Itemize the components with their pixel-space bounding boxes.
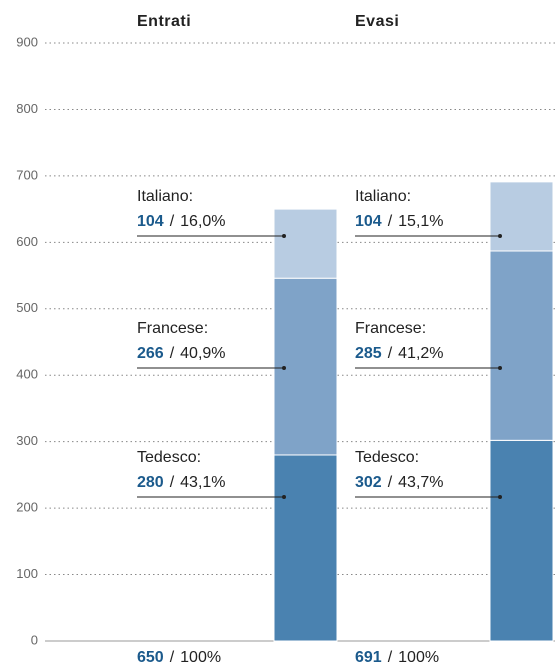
segment-value: 266 [137,345,164,362]
separator: / [170,345,175,362]
separator: / [170,213,175,230]
y-tick-label: 900 [16,34,38,49]
segment-label: 302 / 43,7% [355,474,444,491]
segment-share: 43,7% [398,474,443,491]
segment-name: Italiano: [137,188,193,205]
bar-segment [489,250,554,441]
segment-share: 16,0% [180,213,225,230]
total-share: 100% [398,649,439,666]
total-value: 691 [355,649,382,666]
segment-share: 43,1% [180,474,225,491]
segment-value: 302 [355,474,382,491]
y-tick-label: 300 [16,433,38,448]
segment-label: 280 / 43,1% [137,474,226,491]
segment-name: Francese: [137,320,208,337]
y-tick-label: 400 [16,367,38,382]
segment-name: Italiano: [355,188,411,205]
y-tick-label: 100 [16,566,38,581]
segment-name: Francese: [355,320,426,337]
total-value: 650 [137,649,164,666]
segment-share: 41,2% [398,345,443,362]
separator: / [388,649,393,666]
leader-dot [282,495,286,499]
segment-label: 104 / 15,1% [355,213,444,230]
separator: / [388,345,393,362]
segment-value: 285 [355,345,382,362]
segment-name: Tedesco: [355,449,419,466]
y-tick-label: 600 [16,234,38,249]
bar-segment [273,208,338,279]
y-tick-label: 800 [16,101,38,116]
segment-share: 15,1% [398,213,443,230]
segment-value: 104 [137,213,164,230]
bar-segment [489,181,554,252]
segment-label: 104 / 16,0% [137,213,226,230]
leader-dot [282,366,286,370]
segment-label: 285 / 41,2% [355,345,444,362]
separator: / [170,474,175,491]
segment-value: 280 [137,474,164,491]
y-tick-label: 0 [31,632,38,647]
y-tick-label: 500 [16,300,38,315]
leader-dot [498,366,502,370]
column-header: Evasi [355,13,399,30]
y-tick-label: 200 [16,500,38,515]
bar-segment [273,454,338,642]
segment-name: Tedesco: [137,449,201,466]
bar-segment [489,439,554,642]
separator: / [170,649,175,666]
y-tick-label: 700 [16,167,38,182]
leader-dot [498,234,502,238]
leader-dot [498,495,502,499]
segment-label: 266 / 40,9% [137,345,226,362]
total-label: 650 / 100% [137,649,221,666]
column-header: Entrati [137,13,191,30]
leader-dot [282,234,286,238]
total-label: 691 / 100% [355,649,439,666]
segment-share: 40,9% [180,345,225,362]
segment-value: 104 [355,213,382,230]
total-share: 100% [180,649,221,666]
separator: / [388,474,393,491]
separator: / [388,213,393,230]
